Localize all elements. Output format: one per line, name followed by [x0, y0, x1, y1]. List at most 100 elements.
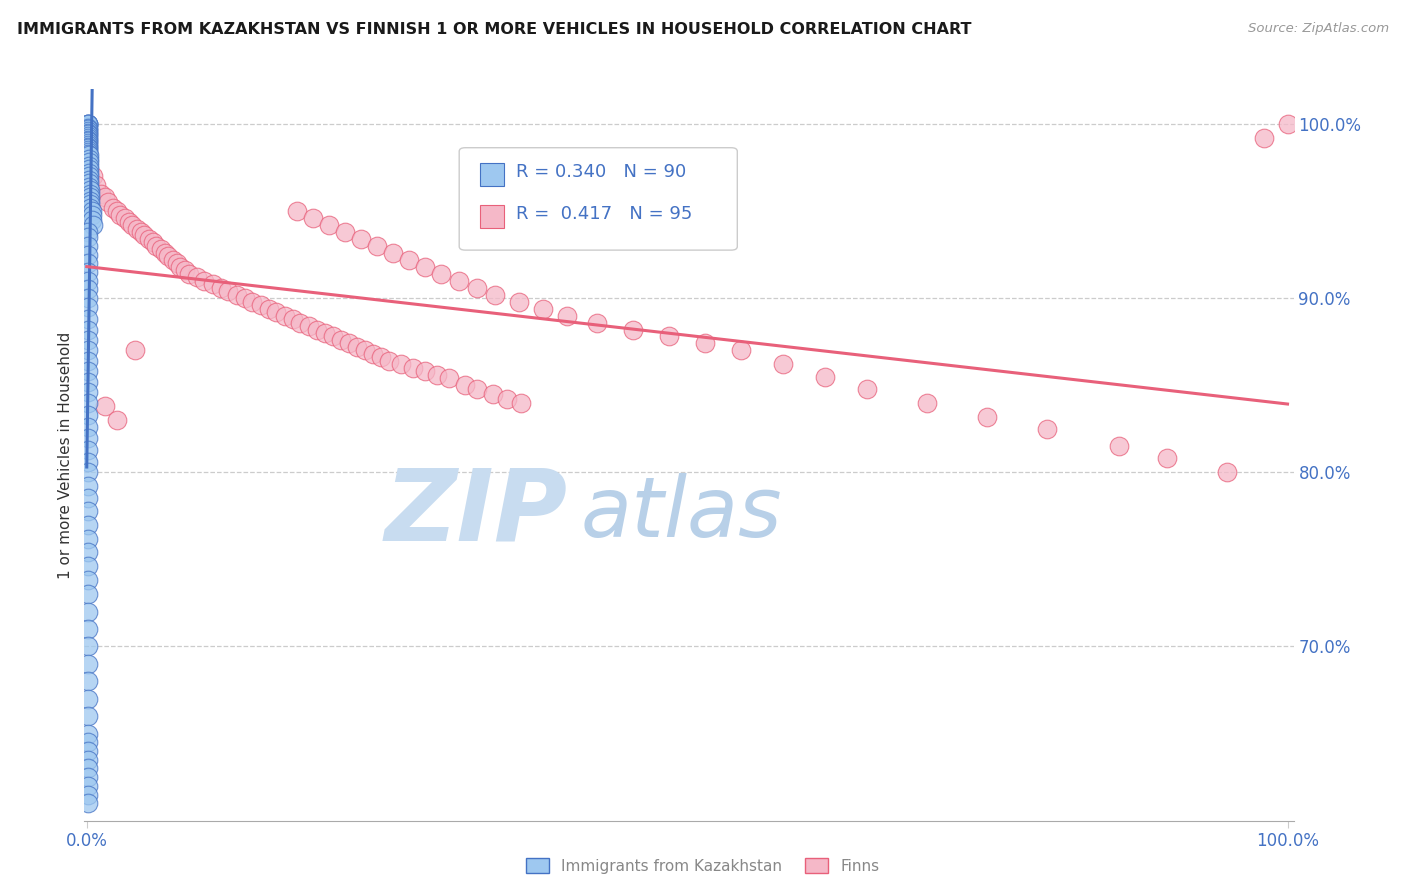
Point: [318, 218, 340, 232]
Point: [333, 225, 356, 239]
Point: [77, 479, 100, 493]
Point: [77, 124, 100, 138]
Point: [79, 183, 101, 197]
Point: [94, 190, 117, 204]
Point: [77, 256, 100, 270]
Point: [77, 265, 100, 279]
Point: [1108, 439, 1130, 453]
Point: [77, 796, 100, 810]
Point: [349, 232, 371, 246]
Point: [129, 225, 152, 239]
Point: [79, 190, 101, 204]
Point: [77, 322, 100, 336]
Point: [193, 274, 215, 288]
Point: [217, 284, 239, 298]
Point: [77, 239, 100, 253]
Point: [77, 622, 100, 636]
Point: [77, 131, 100, 145]
Point: [366, 239, 388, 253]
Point: [465, 382, 488, 396]
Point: [77, 788, 100, 802]
Point: [82, 169, 104, 184]
Point: [814, 369, 837, 384]
Point: [77, 162, 100, 177]
Point: [77, 120, 100, 135]
Point: [77, 408, 100, 422]
Point: [80, 212, 103, 227]
Point: [77, 137, 100, 152]
Point: [77, 117, 100, 131]
Point: [101, 201, 124, 215]
Point: [447, 274, 470, 288]
Bar: [479, 163, 503, 186]
Point: [77, 503, 100, 517]
Point: [415, 260, 437, 274]
Point: [233, 291, 256, 305]
Point: [79, 197, 101, 211]
Point: [658, 329, 681, 343]
Point: [531, 301, 554, 316]
Point: [917, 395, 939, 409]
Point: [621, 322, 644, 336]
Legend: Immigrants from Kazakhstan, Finns: Immigrants from Kazakhstan, Finns: [520, 852, 886, 880]
Point: [1253, 131, 1275, 145]
Point: [77, 657, 100, 671]
Point: [82, 218, 104, 232]
Point: [169, 260, 191, 274]
Point: [77, 145, 100, 159]
Point: [77, 354, 100, 368]
Point: [77, 395, 100, 409]
Point: [105, 204, 128, 219]
Point: [77, 173, 100, 187]
Y-axis label: 1 or more Vehicles in Household: 1 or more Vehicles in Household: [58, 331, 73, 579]
Text: R = 0.340   N = 90: R = 0.340 N = 90: [516, 163, 686, 181]
Point: [77, 141, 100, 155]
Point: [80, 208, 103, 222]
Point: [415, 364, 437, 378]
Point: [77, 166, 100, 180]
Point: [86, 178, 108, 192]
Point: [77, 129, 100, 144]
Point: [346, 340, 368, 354]
Point: [201, 277, 224, 292]
Point: [77, 744, 100, 758]
Point: [77, 230, 100, 244]
Point: [77, 691, 100, 706]
Point: [77, 587, 100, 601]
Point: [465, 281, 488, 295]
Point: [439, 371, 461, 385]
Point: [225, 287, 247, 301]
Point: [77, 375, 100, 389]
Point: [77, 148, 100, 162]
Point: [186, 270, 208, 285]
Point: [134, 228, 156, 243]
Point: [114, 211, 136, 225]
Point: [77, 709, 100, 723]
Point: [77, 574, 100, 588]
Point: [77, 312, 100, 326]
Point: [77, 152, 100, 166]
Point: [454, 378, 477, 392]
Point: [77, 169, 100, 184]
Point: [177, 267, 200, 281]
Point: [77, 126, 100, 140]
Point: [1036, 422, 1059, 436]
Point: [153, 246, 176, 260]
Point: [1277, 117, 1299, 131]
Point: [77, 753, 100, 767]
Text: IMMIGRANTS FROM KAZAKHSTAN VS FINNISH 1 OR MORE VEHICLES IN HOUSEHOLD CORRELATIO: IMMIGRANTS FROM KAZAKHSTAN VS FINNISH 1 …: [17, 22, 972, 37]
Point: [426, 368, 449, 382]
Point: [354, 343, 377, 358]
Point: [77, 135, 100, 149]
Point: [250, 298, 273, 312]
Point: [77, 247, 100, 261]
Point: [77, 159, 100, 173]
Point: [77, 466, 100, 480]
Point: [389, 357, 412, 371]
Point: [80, 204, 103, 219]
Point: [77, 128, 100, 142]
Point: [337, 336, 360, 351]
Point: [77, 155, 100, 169]
Text: R =  0.417   N = 95: R = 0.417 N = 95: [516, 204, 692, 222]
Point: [77, 640, 100, 654]
